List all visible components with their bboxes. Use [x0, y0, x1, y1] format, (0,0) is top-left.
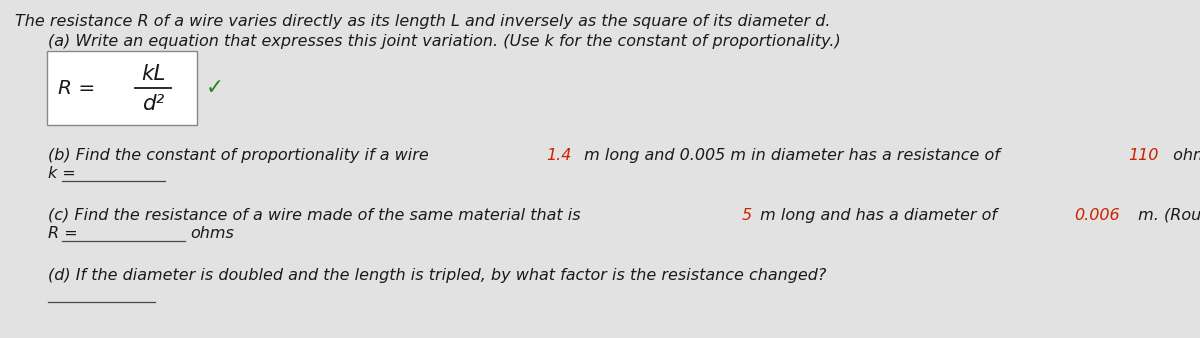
Text: 0.006: 0.006 — [1074, 208, 1120, 223]
Text: kL: kL — [140, 64, 166, 84]
Text: R =: R = — [58, 78, 95, 97]
Text: The resistance R of a wire varies directly as its length L and inversely as the : The resistance R of a wire varies direct… — [14, 14, 830, 29]
Text: ohms: ohms — [190, 226, 234, 241]
Text: (c) Find the resistance of a wire made of the same material that is: (c) Find the resistance of a wire made o… — [48, 208, 586, 223]
FancyBboxPatch shape — [47, 51, 197, 125]
Text: m. (Round your answer to the nearest whole number.): m. (Round your answer to the nearest who… — [1133, 208, 1200, 223]
Text: R =: R = — [48, 226, 78, 241]
Text: m long and 0.005 m in diameter has a resistance of: m long and 0.005 m in diameter has a res… — [578, 148, 1004, 163]
Text: k =: k = — [48, 166, 76, 181]
Text: 1.4: 1.4 — [546, 148, 571, 163]
Text: 110: 110 — [1128, 148, 1159, 163]
Text: (d) If the diameter is doubled and the length is tripled, by what factor is the : (d) If the diameter is doubled and the l… — [48, 268, 827, 283]
Text: d²: d² — [142, 94, 164, 114]
Text: 5: 5 — [742, 208, 752, 223]
Text: (a) Write an equation that expresses this joint variation. (Use k for the consta: (a) Write an equation that expresses thi… — [48, 34, 841, 49]
Text: ✓: ✓ — [206, 78, 224, 98]
Text: ohms. (Round your answer to six decimal places.): ohms. (Round your answer to six decimal … — [1168, 148, 1200, 163]
Text: (b) Find the constant of proportionality if a wire: (b) Find the constant of proportionality… — [48, 148, 434, 163]
Text: m long and has a diameter of: m long and has a diameter of — [755, 208, 1002, 223]
